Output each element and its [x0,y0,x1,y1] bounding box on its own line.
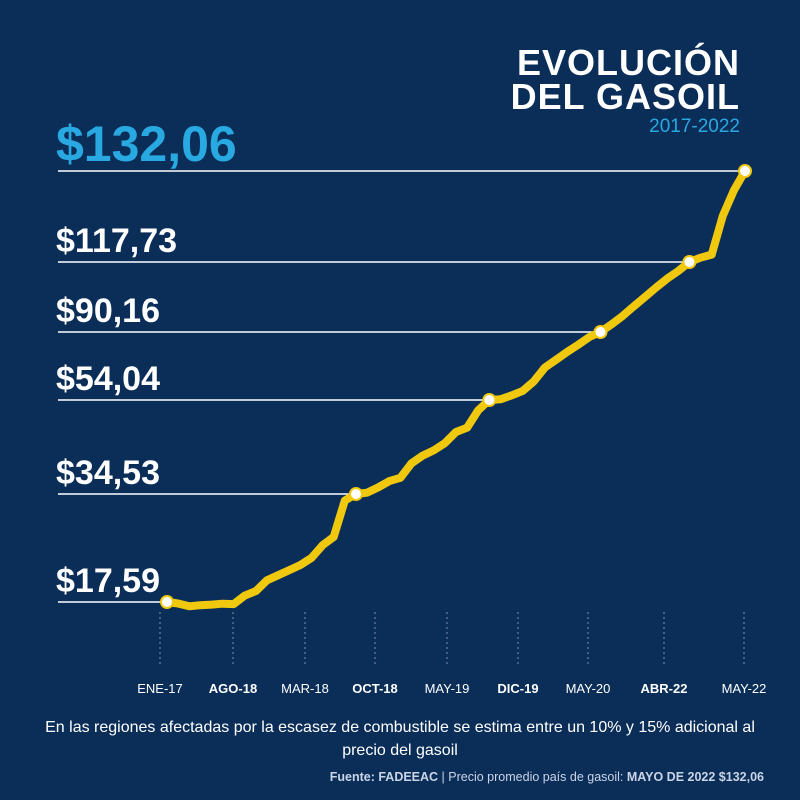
reference-value-label: $132,06 [56,116,237,172]
chart-title-line2: DEL GASOIL [510,76,740,117]
x-axis-label: MAY-22 [722,681,767,696]
reference-value-label: $90,16 [56,292,160,330]
key-point-marker [482,393,497,407]
source-separator: | [438,770,449,784]
reference-value-label: $34,53 [56,454,160,492]
footer-note: En las regiones afectadas por la escasez… [45,719,755,759]
key-point-marker [738,164,752,178]
key-point-marker [682,255,697,269]
reference-value-label: $17,59 [56,562,160,600]
x-axis-label: DIC-19 [497,681,538,696]
chart-subtitle: 2017-2022 [649,116,740,137]
source-text: Precio promedio país de gasoil: [448,770,627,784]
key-point-markers [160,164,752,609]
source-label: Fuente: [329,770,375,784]
x-axis-label: MAR-18 [281,681,329,696]
x-axis-label: OCT-18 [352,681,398,696]
source-name: FADEEAC [378,770,439,784]
chart-title: EVOLUCIÓN DEL GASOIL [510,42,740,117]
price-line [163,167,749,611]
source-line: Fuente: FADEEAC | Precio promedio país d… [330,770,764,784]
chart-title-line1: EVOLUCIÓN [516,42,740,83]
key-point-marker [348,487,363,501]
price-series [163,167,749,611]
x-axis-label: MAY-20 [566,681,611,696]
x-axis-label: AGO-18 [209,681,257,696]
reference-value-label: $117,73 [56,222,177,260]
source-highlight: MAYO DE 2022 $132,06 [626,770,764,784]
x-axis-drop-lines [159,612,745,666]
reference-lines: $17,59 $34,53 $54,04 $90,16 $117,73 $132,06 [56,116,745,603]
x-axis-label: MAY-19 [425,681,470,696]
key-point-marker [593,325,608,339]
x-axis-label: ENE-17 [137,681,183,696]
x-axis-labels: ENE-17 AGO-18 MAR-18 OCT-18 MAY-19 DIC-19 MAY-… [137,681,766,696]
x-axis-label: ABR-22 [641,681,688,696]
key-point-marker [160,595,174,609]
reference-value-label: $54,04 [56,360,160,398]
